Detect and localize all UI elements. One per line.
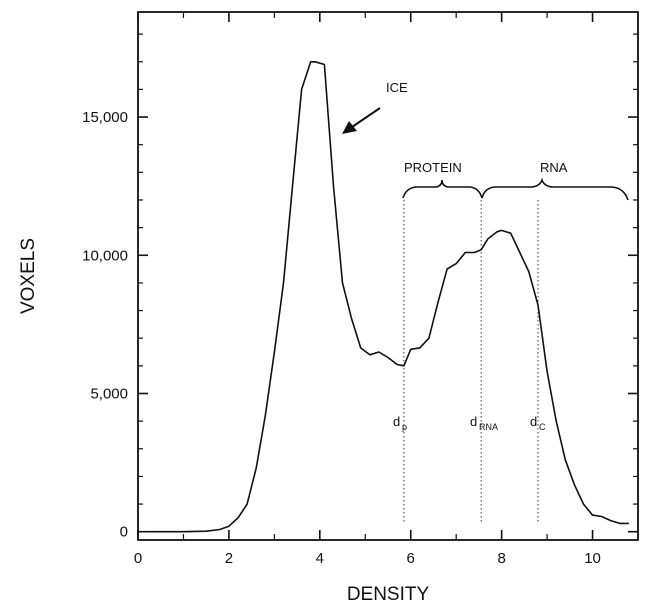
x-tick-label: 0 [134,550,142,567]
x-tick-label: 6 [407,550,415,567]
x-tick-label: 2 [225,550,233,567]
x-axis-ticks: 0 2 4 6 8 10 [134,12,601,567]
plot-frame [137,11,639,541]
y-tick-label: 10,000 [82,247,128,264]
ice-arrow-head [342,121,357,134]
x-tick-label: 10 [584,550,601,567]
svg-text:d: d [470,414,477,429]
y-axis-title: VOXELS [18,238,39,314]
ice-label: ICE [386,80,408,95]
svg-text:p: p [402,422,407,432]
y-tick-label: 5,000 [90,385,128,402]
rna-brace [481,177,629,201]
y-axis-ticks: 0 5,000 10,000 15,000 [82,33,638,541]
marker-label-dc: d C [530,414,546,432]
svg-text:C: C [539,422,546,432]
svg-text:d: d [530,414,537,429]
svg-text:RNA: RNA [479,422,498,432]
marker-label-dp: d p [393,414,407,432]
x-tick-label: 4 [316,550,324,567]
marker-label-drna: d RNA [470,414,498,432]
x-tick-label: 8 [497,550,505,567]
protein-brace [402,179,483,199]
protein-label: PROTEIN [404,160,462,175]
x-axis-title: DENSITY [347,584,430,605]
voxel-density-curve [147,61,629,533]
y-tick-label: 0 [120,524,128,541]
y-tick-label: 15,000 [82,109,128,126]
ice-arrow-line [351,107,381,128]
svg-text:d: d [393,414,400,429]
density-marker-lines [403,200,539,522]
rna-label: RNA [540,160,568,175]
